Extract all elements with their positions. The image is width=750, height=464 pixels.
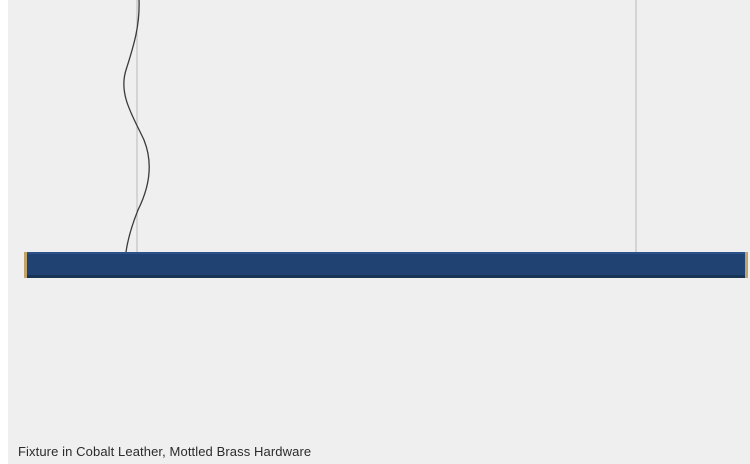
leather-bar-bottom-shadow	[27, 275, 745, 278]
image-caption: Fixture in Cobalt Leather, Mottled Brass…	[18, 444, 312, 459]
leather-bar-top-highlight	[27, 252, 745, 254]
linear-pendant-illustration	[24, 0, 748, 278]
leather-bar	[27, 252, 745, 278]
product-image	[8, 0, 750, 440]
brass-end-cap-right	[744, 252, 748, 278]
power-cord	[123, 0, 150, 253]
brass-end-cap-left	[24, 252, 28, 278]
product-image-frame: Fixture in Cobalt Leather, Mottled Brass…	[8, 0, 750, 464]
